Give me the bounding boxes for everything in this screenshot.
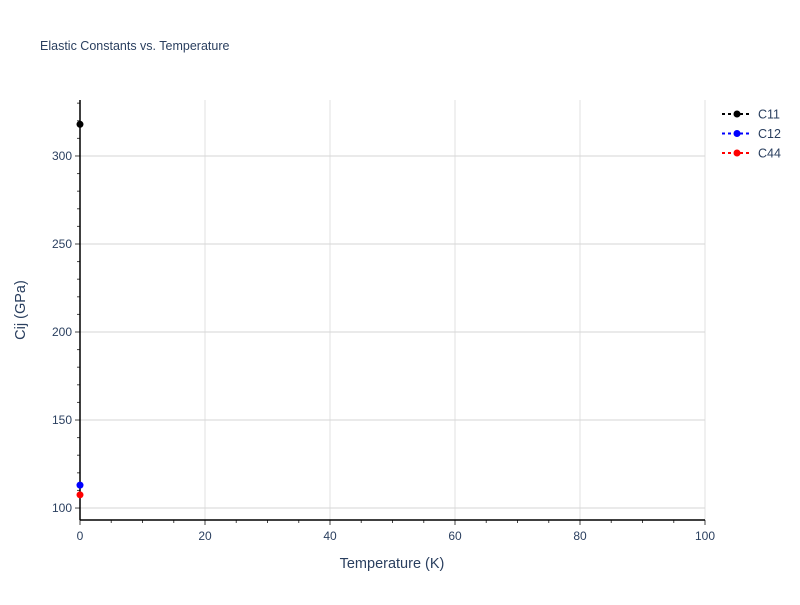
y-tick-label: 200 — [52, 325, 72, 339]
data-marks — [76, 120, 84, 499]
y-tick-label: 100 — [52, 501, 72, 515]
chart-title: Elastic Constants vs. Temperature — [40, 39, 229, 53]
x-tick-label: 80 — [573, 529, 587, 543]
legend-marker-C44 — [733, 149, 741, 157]
x-tick-label: 20 — [198, 529, 212, 543]
gridlines — [80, 100, 706, 520]
legend-label-C44[interactable]: C44 — [758, 147, 781, 161]
x-tick-label: 100 — [695, 529, 715, 543]
y-tick-label: 150 — [52, 413, 72, 427]
data-point-C44 — [76, 491, 84, 499]
x-axis-label: Temperature (K) — [340, 556, 445, 572]
x-tick-label: 60 — [448, 529, 462, 543]
x-tick-label: 40 — [323, 529, 337, 543]
x-tick-label: 0 — [77, 529, 84, 543]
data-point-C11 — [76, 120, 84, 128]
legend-label-C12[interactable]: C12 — [758, 127, 781, 141]
legend-marker-C12 — [733, 130, 741, 137]
legend-marker-C11 — [733, 110, 741, 118]
axes: 0 20 40 60 80 100 100 150 200 250 300 — [52, 100, 715, 543]
data-point-C12 — [76, 481, 84, 489]
y-axis-label: Cij (GPa) — [13, 280, 29, 340]
legend[interactable]: C11 C12 C44 — [722, 108, 781, 161]
y-tick-label: 250 — [52, 237, 72, 251]
y-tick-label: 300 — [52, 149, 72, 163]
legend-label-C11[interactable]: C11 — [758, 108, 780, 122]
